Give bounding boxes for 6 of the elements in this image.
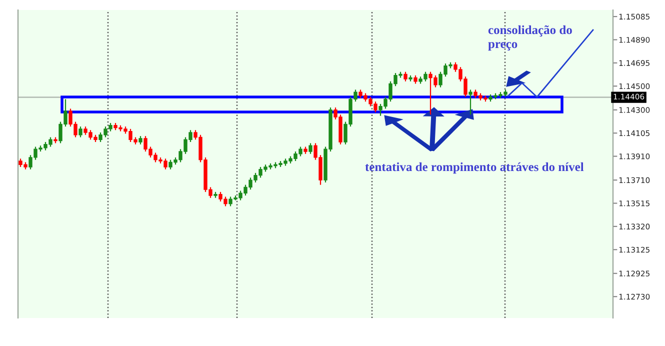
candlestick: [308, 142, 312, 154]
candlestick: [78, 126, 82, 138]
candlestick: [404, 71, 408, 82]
annotation: consolidação do preço: [488, 25, 572, 51]
candlestick: [468, 89, 472, 116]
annotation: tentativa de rompimento atráves do nível: [365, 162, 584, 174]
